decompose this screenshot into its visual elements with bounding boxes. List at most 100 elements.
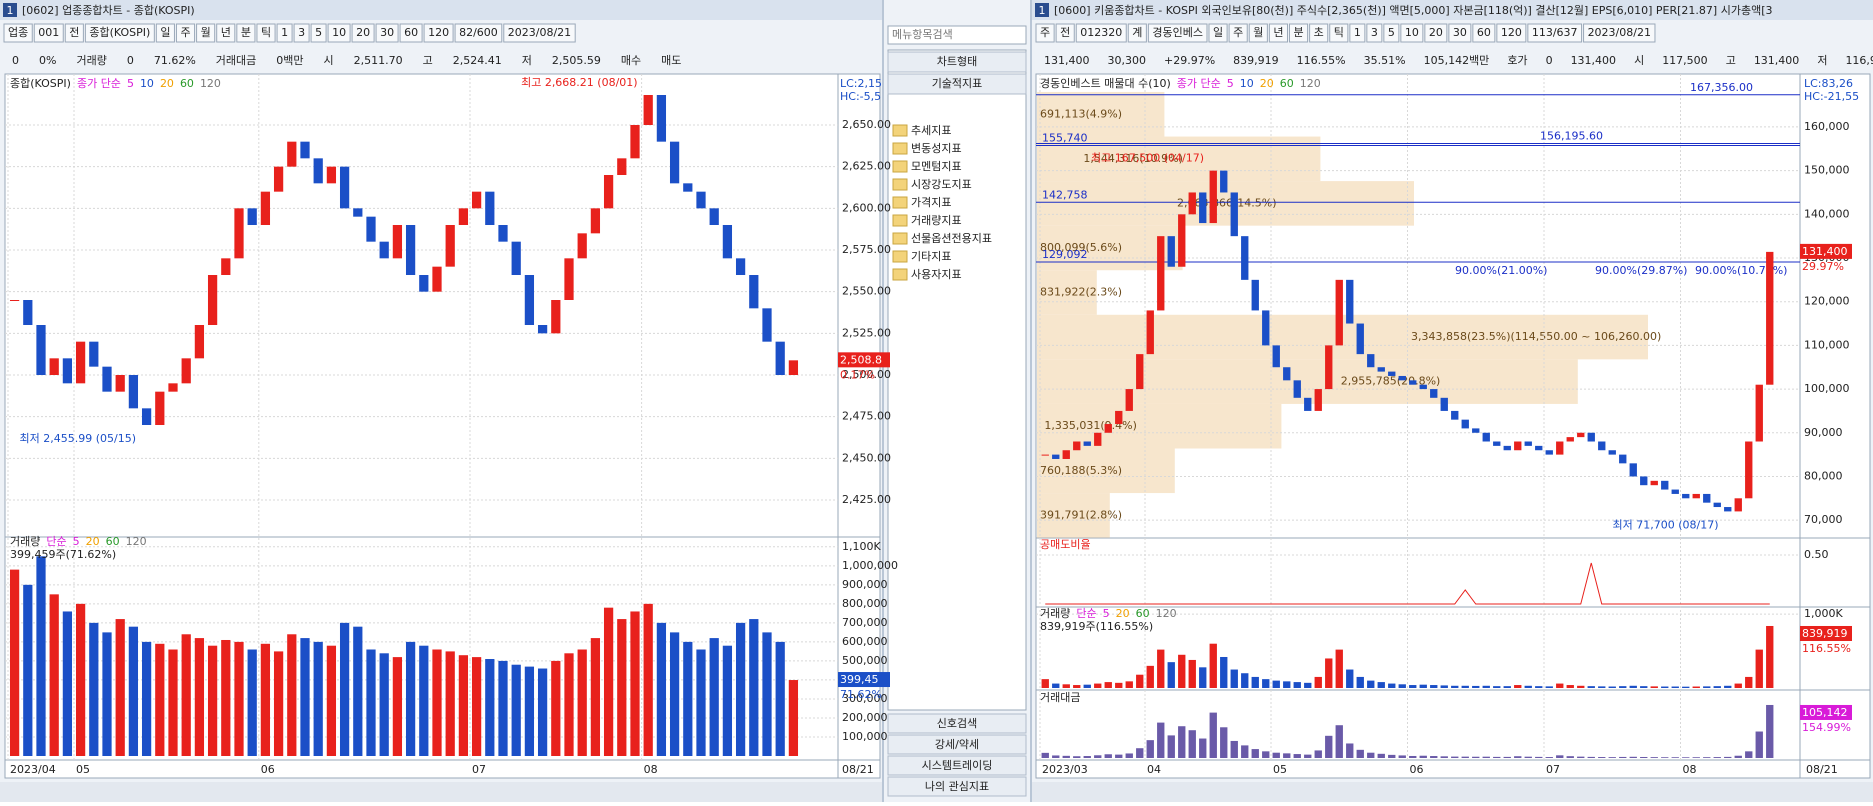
toolbar-button[interactable]: 년 bbox=[221, 26, 231, 39]
folder-icon bbox=[892, 160, 908, 173]
toolbar-button[interactable]: 1 bbox=[1354, 26, 1361, 39]
volume-bar bbox=[1556, 755, 1564, 758]
toolbar-button[interactable]: 초 bbox=[1314, 26, 1324, 39]
menu-button[interactable] bbox=[887, 776, 1027, 797]
volume-bar bbox=[405, 641, 416, 756]
toolbar-button[interactable]: 경동인베스 bbox=[1152, 26, 1203, 39]
candle bbox=[379, 241, 389, 259]
candle bbox=[709, 208, 719, 225]
toolbar-button[interactable]: 001 bbox=[38, 26, 59, 39]
info-item: 105,142백만 bbox=[1424, 54, 1490, 67]
toolbar-button[interactable]: 전 bbox=[69, 26, 79, 39]
toolbar-button[interactable]: 주 bbox=[1233, 26, 1243, 39]
menu-item[interactable]: 시장강도지표 bbox=[911, 178, 972, 191]
menu-button[interactable] bbox=[887, 755, 1027, 776]
toolbar-button[interactable]: 분 bbox=[241, 26, 251, 39]
candle bbox=[1482, 432, 1490, 442]
menu-item[interactable]: 변동성지표 bbox=[911, 142, 962, 155]
menu-tab[interactable] bbox=[887, 73, 1027, 95]
value-badge-change: 154.99% bbox=[1802, 721, 1851, 734]
toolbar-button[interactable]: 012320 bbox=[1080, 26, 1122, 39]
menu-search[interactable]: 메뉴항목검색 bbox=[892, 28, 953, 41]
button-frame bbox=[155, 23, 175, 43]
toolbar-button[interactable]: 전 bbox=[1060, 26, 1070, 39]
toolbar-button[interactable]: 틱 bbox=[261, 26, 271, 39]
value-badge bbox=[838, 672, 890, 688]
toolbar-button[interactable]: 113/637 bbox=[1532, 26, 1578, 39]
menu-item[interactable]: 거래량지표 bbox=[911, 214, 962, 227]
menu-tab-label[interactable]: 기술적지표 bbox=[932, 77, 983, 90]
candle bbox=[1178, 214, 1186, 267]
toolbar-button[interactable]: 120 bbox=[1501, 26, 1522, 39]
menu-search-box[interactable] bbox=[887, 25, 1027, 45]
menu-item[interactable]: 선물옵션전용지표 bbox=[911, 232, 992, 245]
toolbar-button[interactable]: 주 bbox=[1040, 26, 1050, 39]
y-tick-label: 600,000 bbox=[842, 635, 888, 648]
candle bbox=[1335, 279, 1343, 346]
value-badge-change: 116.55% bbox=[1802, 642, 1851, 655]
menu-button-label[interactable]: 신호검색 bbox=[937, 717, 977, 730]
volume-bar bbox=[1493, 756, 1501, 758]
toolbar-button[interactable]: 82/600 bbox=[459, 26, 498, 39]
toolbar-button[interactable]: 월 bbox=[1253, 26, 1263, 39]
menu-tab-label[interactable]: 차트형태 bbox=[937, 55, 977, 68]
volume-bar bbox=[1440, 756, 1448, 758]
toolbar-button[interactable]: 1 bbox=[281, 26, 288, 39]
toolbar-button[interactable]: 120 bbox=[428, 26, 449, 39]
candle bbox=[1598, 441, 1606, 451]
menu-button-label[interactable]: 나의 관심지표 bbox=[925, 780, 989, 793]
volume-profile-box bbox=[1037, 359, 1578, 404]
volume-bar bbox=[1514, 756, 1522, 758]
candle bbox=[75, 341, 86, 384]
toolbar-button[interactable]: 3 bbox=[298, 26, 305, 39]
volume-profile-box bbox=[1037, 403, 1282, 449]
menu-item[interactable]: 모멘텀지표 bbox=[911, 160, 962, 173]
toolbar-button[interactable]: 일 bbox=[1213, 25, 1223, 39]
toolbar-button[interactable]: 2023/08/21 bbox=[508, 26, 571, 39]
menu-item[interactable]: 사용자지표 bbox=[911, 268, 962, 281]
toolbar-button[interactable]: 10 bbox=[332, 26, 346, 39]
toolbar-button[interactable]: 30 bbox=[1453, 26, 1467, 39]
toolbar-button[interactable]: 종합(KOSPI) bbox=[89, 26, 150, 39]
toolbar-button[interactable]: 3 bbox=[1371, 26, 1378, 39]
right-scrollbar[interactable] bbox=[1032, 782, 1873, 802]
candle bbox=[1682, 493, 1690, 499]
volume-bar bbox=[234, 641, 244, 756]
toolbar-button[interactable]: 일 bbox=[160, 25, 170, 39]
volume-bar bbox=[1724, 685, 1732, 688]
candle bbox=[1514, 441, 1522, 451]
volume-bar bbox=[762, 632, 772, 756]
menu-item[interactable]: 가격지표 bbox=[911, 196, 951, 209]
toolbar-button[interactable]: 월 bbox=[201, 26, 211, 39]
toolbar-button[interactable]: 5 bbox=[315, 26, 322, 39]
toolbar-button[interactable]: 계 bbox=[1132, 26, 1142, 39]
toolbar-button[interactable]: 20 bbox=[1429, 26, 1443, 39]
legend-item: 60 bbox=[106, 535, 120, 548]
left-scrollbar[interactable] bbox=[0, 782, 882, 802]
toolbar-button[interactable]: 60 bbox=[1477, 26, 1491, 39]
toolbar-button[interactable]: 60 bbox=[404, 26, 418, 39]
menu-item[interactable]: 추세지표 bbox=[911, 124, 951, 137]
button-frame bbox=[1366, 23, 1383, 43]
candle bbox=[1241, 236, 1249, 280]
toolbar-button[interactable]: 5 bbox=[1388, 26, 1395, 39]
menu-button[interactable] bbox=[887, 734, 1027, 755]
toolbar-button[interactable]: 20 bbox=[356, 26, 370, 39]
volume-bar bbox=[1073, 756, 1081, 758]
menu-button-label[interactable]: 강세/약세 bbox=[935, 737, 979, 751]
toolbar-button[interactable]: 10 bbox=[1405, 26, 1419, 39]
menu-button-label[interactable]: 시스템트레이딩 bbox=[922, 759, 993, 772]
toolbar-button[interactable]: 분 bbox=[1293, 26, 1303, 39]
toolbar-button[interactable]: 주 bbox=[180, 26, 190, 39]
candle bbox=[643, 95, 653, 125]
menu-tab[interactable] bbox=[887, 51, 1027, 73]
menu-item[interactable]: 기타지표 bbox=[911, 250, 951, 263]
toolbar-button[interactable]: 틱 bbox=[1334, 26, 1344, 39]
volume-bar bbox=[1461, 756, 1469, 758]
toolbar-button[interactable]: 2023/08/21 bbox=[1588, 26, 1651, 39]
volume-bar bbox=[1619, 756, 1627, 758]
toolbar-button[interactable]: 년 bbox=[1273, 26, 1283, 39]
menu-button[interactable] bbox=[887, 713, 1027, 734]
toolbar-button[interactable]: 30 bbox=[380, 26, 394, 39]
toolbar-button[interactable]: 업종 bbox=[8, 26, 28, 39]
